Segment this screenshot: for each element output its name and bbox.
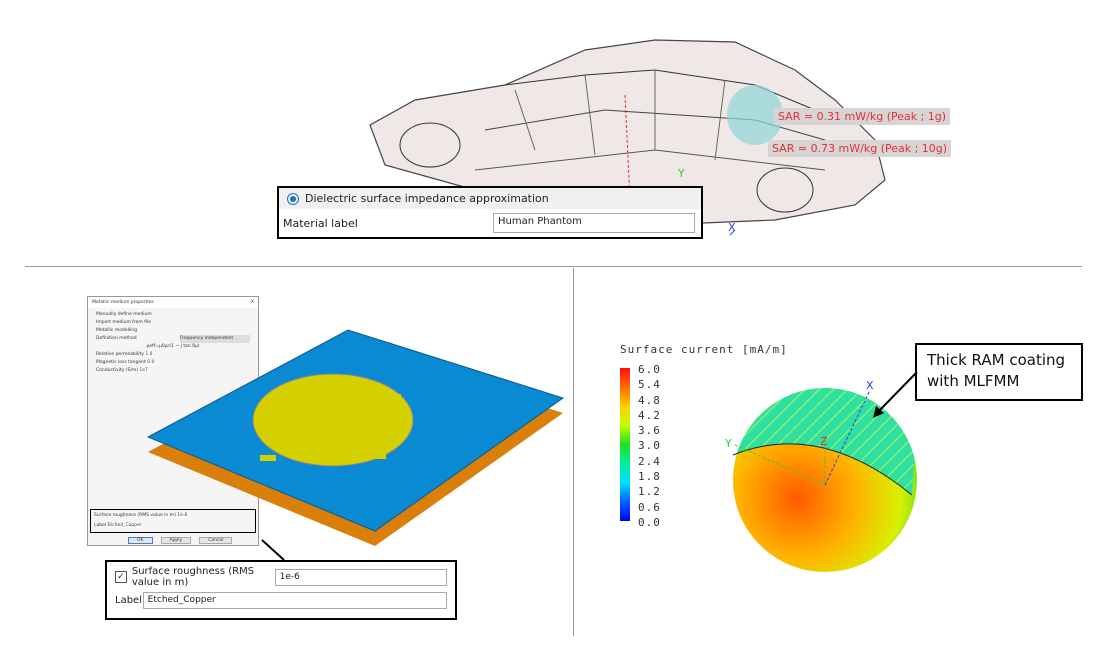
sphere-axis-x: X [866, 379, 874, 392]
formula: μeff=μ0μr(1 − j tan δμ) [146, 344, 200, 349]
label-input-small[interactable]: Etched_Copper [107, 523, 142, 528]
label-label: Label [115, 594, 142, 606]
dielectric-callout: Dielectric surface impedance approximati… [277, 186, 703, 239]
horizontal-divider [25, 266, 1082, 267]
axis-x-label: X [728, 221, 736, 234]
roughness-label-small: Surface roughness (RMS value in m) [94, 513, 176, 518]
colorbar-title: Surface current [mA/m] [620, 343, 788, 356]
field-loss-tangent: Magnetic loss tangent 0.0 [96, 360, 155, 365]
option-manual[interactable]: Manually define medium [96, 312, 152, 317]
close-icon[interactable]: X [250, 300, 254, 305]
roughness-checkbox[interactable]: ✓ [115, 571, 127, 583]
axis-y-label: Y [678, 167, 685, 180]
field-conductivity: Conductivity (S/m) 1e7 [96, 368, 148, 373]
patch-antenna-model [146, 329, 565, 561]
dielectric-radio-row[interactable]: Dielectric surface impedance approximati… [279, 188, 701, 209]
option-import[interactable]: Import medium from file [96, 320, 152, 325]
callout-connector [261, 539, 285, 561]
label-label-small: Label [94, 523, 107, 528]
annotation-arrow [873, 371, 918, 418]
apply-button[interactable]: Apply [160, 537, 192, 544]
roughness-input[interactable]: 1e-6 [274, 568, 447, 586]
roughness-input-small[interactable]: 1e-6 [177, 513, 188, 518]
sphere-axis-z: Z [820, 435, 828, 448]
radio-selected-icon[interactable] [287, 192, 299, 205]
roughness-label: Surface roughness (RMS value in m) [131, 566, 255, 588]
section-label: Metallic modelling [96, 328, 138, 333]
ok-button[interactable]: OK [128, 537, 153, 544]
field-permeability: Relative permeability 1.0 [96, 352, 153, 357]
roughness-callout: ✓ Surface roughness (RMS value in m) 1e-… [105, 560, 457, 620]
material-label-text: Material label [283, 216, 358, 230]
cancel-button[interactable]: Cancel [199, 537, 233, 544]
label-input[interactable]: Etched_Copper [142, 591, 447, 609]
definition-method-label: Definition method [96, 336, 137, 341]
sar-label-10g: SAR = 0.73 mW/kg (Peak ; 10g) [768, 140, 952, 157]
colorbar-ticks: 6.0 5.4 4.8 4.2 3.6 3.0 2.4 1.8 1.2 0.6 0.0 [638, 363, 661, 529]
dialog-title: Metallic medium properties [92, 300, 154, 305]
circular-patch [252, 373, 414, 467]
dialog-roughness-box: Surface roughness (RMS value in m) 1e-6 … [90, 509, 256, 533]
definition-method-select[interactable]: Frequency independent [180, 335, 250, 343]
material-label-input[interactable]: Human Phantom [493, 213, 695, 233]
sar-label-1g: SAR = 0.31 mW/kg (Peak ; 1g) [774, 108, 951, 125]
sphere-model: X Y Z [724, 379, 917, 572]
sphere-axis-y: Y [724, 437, 732, 450]
colorbar [620, 368, 630, 521]
vertical-divider [573, 268, 574, 636]
dielectric-radio-label: Dielectric surface impedance approximati… [305, 192, 549, 205]
ram-annotation: Thick RAM coating with MLFMM [915, 343, 1083, 401]
